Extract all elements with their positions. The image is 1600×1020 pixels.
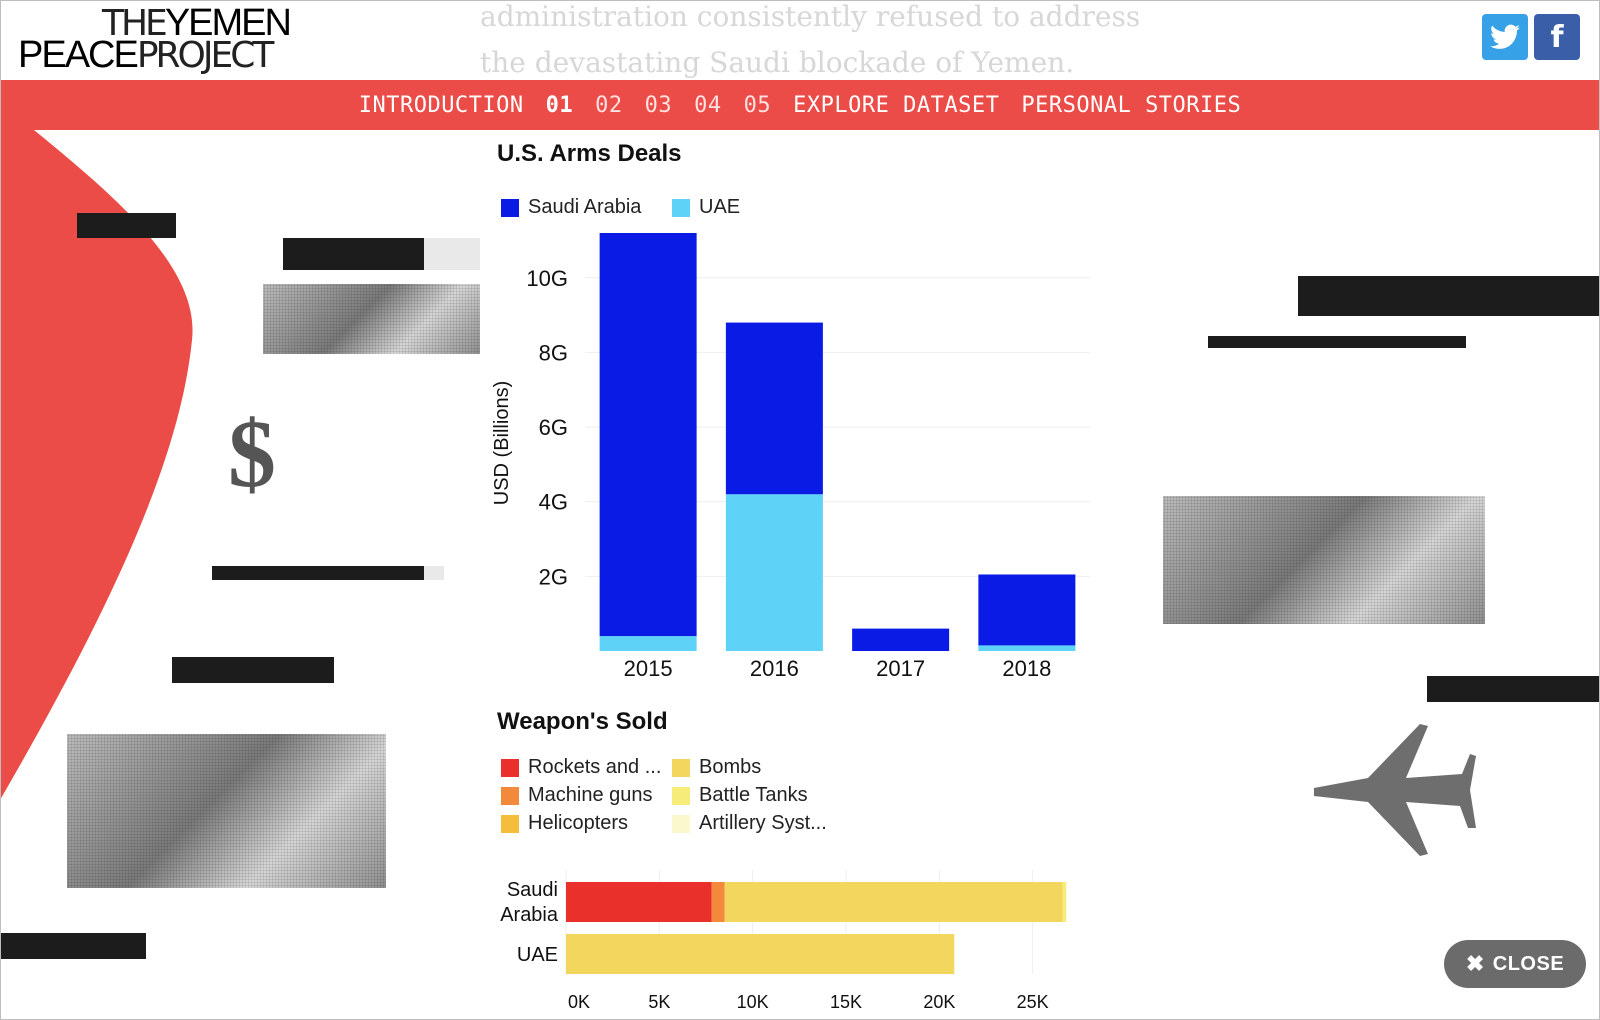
nav-item-05[interactable]: 05 <box>743 92 772 118</box>
logo-peace: PEACE <box>18 34 139 76</box>
bar-segment <box>566 934 955 974</box>
close-icon: ✖ <box>1465 951 1485 976</box>
legend-swatch <box>672 814 690 833</box>
legend-swatch <box>501 786 519 805</box>
redaction-bar <box>283 238 424 270</box>
legend-label: Battle Tanks <box>699 784 808 806</box>
nav-item-introduction[interactable]: INTRODUCTION <box>358 92 524 118</box>
redaction-bar-light <box>424 566 444 580</box>
close-button[interactable]: ✖ CLOSE <box>1444 940 1586 988</box>
nav-item-personal-stories[interactable]: PERSONAL STORIES <box>1021 92 1242 118</box>
weapons-legend-item[interactable]: Artillery Syst... <box>672 812 827 835</box>
bar-segment <box>724 882 1063 922</box>
weapons-legend-item[interactable]: Helicopters <box>501 812 628 835</box>
legend-label: Saudi Arabia <box>528 196 642 218</box>
red-shape-decoration <box>0 130 193 800</box>
legend-item-uae[interactable]: UAE <box>672 196 740 219</box>
logo-yemen: YEMEN <box>164 2 292 44</box>
y-axis-label: USD (Billions) <box>491 381 513 505</box>
nav-item-03[interactable]: 03 <box>644 92 673 118</box>
logo-project: PROJECT <box>136 35 275 76</box>
redaction-bar <box>77 213 176 238</box>
legend-swatch <box>672 198 690 217</box>
suit-photo <box>1163 496 1485 624</box>
redaction-bar-light <box>424 238 480 270</box>
nav-item-explore-dataset[interactable]: EXPLORE DATASET <box>793 92 1000 118</box>
redaction-bar <box>1427 676 1600 702</box>
x-tick-label: 2018 <box>1002 656 1051 681</box>
arms-chart-title: U.S. Arms Deals <box>497 140 682 167</box>
y-tick-label: Arabia <box>500 904 559 926</box>
arms-deals-chart: 2G 4G 6G 8G 10G USD (Billions) 2015 2016 2017 201… <box>491 233 1090 681</box>
weapons-legend-item[interactable]: Machine guns <box>501 784 653 807</box>
facebook-icon: f <box>1550 19 1564 55</box>
legend-label: Artillery Syst... <box>699 812 827 834</box>
bar-saudi-arabia <box>978 574 1076 646</box>
face-photo <box>263 284 480 354</box>
nav-item-01[interactable]: 01 <box>545 92 574 118</box>
legend-label: Helicopters <box>528 812 629 834</box>
chapter-nav: INTRODUCTION 01 02 03 04 05 EXPLORE DATASET PER… <box>0 80 1600 130</box>
bar-uae <box>978 645 1076 651</box>
twitter-share-button[interactable] <box>1482 14 1528 60</box>
background-article-line-1: administration consistently refused to a… <box>480 0 1141 33</box>
x-tick-label: 15K <box>830 992 862 1012</box>
nav-item-04[interactable]: 04 <box>694 92 722 118</box>
legend-swatch <box>501 198 519 217</box>
redaction-bar <box>212 566 424 580</box>
twitter-icon <box>1490 24 1520 49</box>
redaction-bar <box>1208 336 1466 348</box>
y-tick-label: 6G <box>539 415 568 440</box>
facebook-share-button[interactable]: f <box>1534 14 1580 60</box>
nav-item-02[interactable]: 02 <box>595 92 623 118</box>
weapons-chart-title: Weapon's Sold <box>497 708 668 735</box>
legend-label: Rockets and ... <box>528 756 662 778</box>
legend-item-saudi[interactable]: Saudi Arabia <box>501 196 641 219</box>
redaction-bar <box>172 657 334 683</box>
x-tick-label: 5K <box>648 992 670 1012</box>
redaction-bar <box>0 933 146 959</box>
legend-swatch <box>501 814 519 833</box>
bar-saudi-arabia <box>725 322 823 495</box>
legend-swatch <box>672 758 690 777</box>
legend-label: Machine guns <box>528 784 653 806</box>
x-tick-label: 2016 <box>750 656 799 681</box>
handshake-photo <box>67 734 386 888</box>
legend-swatch <box>672 786 690 805</box>
y-tick-label: Saudi <box>507 879 558 901</box>
site-logo[interactable]: THEYEMEN PEACEPROJECT <box>18 2 318 75</box>
redaction-bar <box>1298 276 1600 316</box>
close-label: CLOSE <box>1492 952 1565 975</box>
legend-label: UAE <box>699 196 741 218</box>
logo-the: THE <box>102 3 168 44</box>
x-tick-label: 10K <box>737 992 769 1012</box>
y-tick-label: UAE <box>517 944 558 966</box>
fighter-jet-graphic <box>1314 724 1476 856</box>
y-tick-label: 10G <box>526 266 568 291</box>
bar-saudi-arabia <box>599 233 697 637</box>
y-tick-label: 2G <box>539 564 568 589</box>
bar-segment <box>1062 882 1067 922</box>
weapons-legend-item[interactable]: Bombs <box>672 756 761 779</box>
background-article-line-2: the devastating Saudi blockade of Yemen. <box>480 46 1075 79</box>
bar-uae <box>725 494 823 651</box>
x-tick-label: 2017 <box>876 656 925 681</box>
x-tick-label: 25K <box>1017 992 1049 1012</box>
legend-swatch <box>501 758 519 777</box>
y-tick-label: 4G <box>539 490 568 515</box>
x-tick-label: 20K <box>923 992 955 1012</box>
bar-uae <box>599 636 697 651</box>
weapons-legend-item[interactable]: Rockets and ... <box>501 756 661 779</box>
bar-segment <box>711 882 725 922</box>
bar-segment <box>566 882 712 922</box>
legend-label: Bombs <box>699 756 762 778</box>
x-tick-label: 0K <box>568 992 590 1012</box>
y-tick-label: 8G <box>539 340 568 365</box>
bar-saudi-arabia <box>852 628 950 651</box>
weapons-sold-chart: 0K 5K 10K 15K 20K 25K Saudi Arabia UAE <box>500 870 1067 1012</box>
dollar-sign-graphic: $ <box>228 400 276 507</box>
x-tick-label: 2015 <box>624 656 673 681</box>
weapons-legend-item[interactable]: Battle Tanks <box>672 784 808 807</box>
